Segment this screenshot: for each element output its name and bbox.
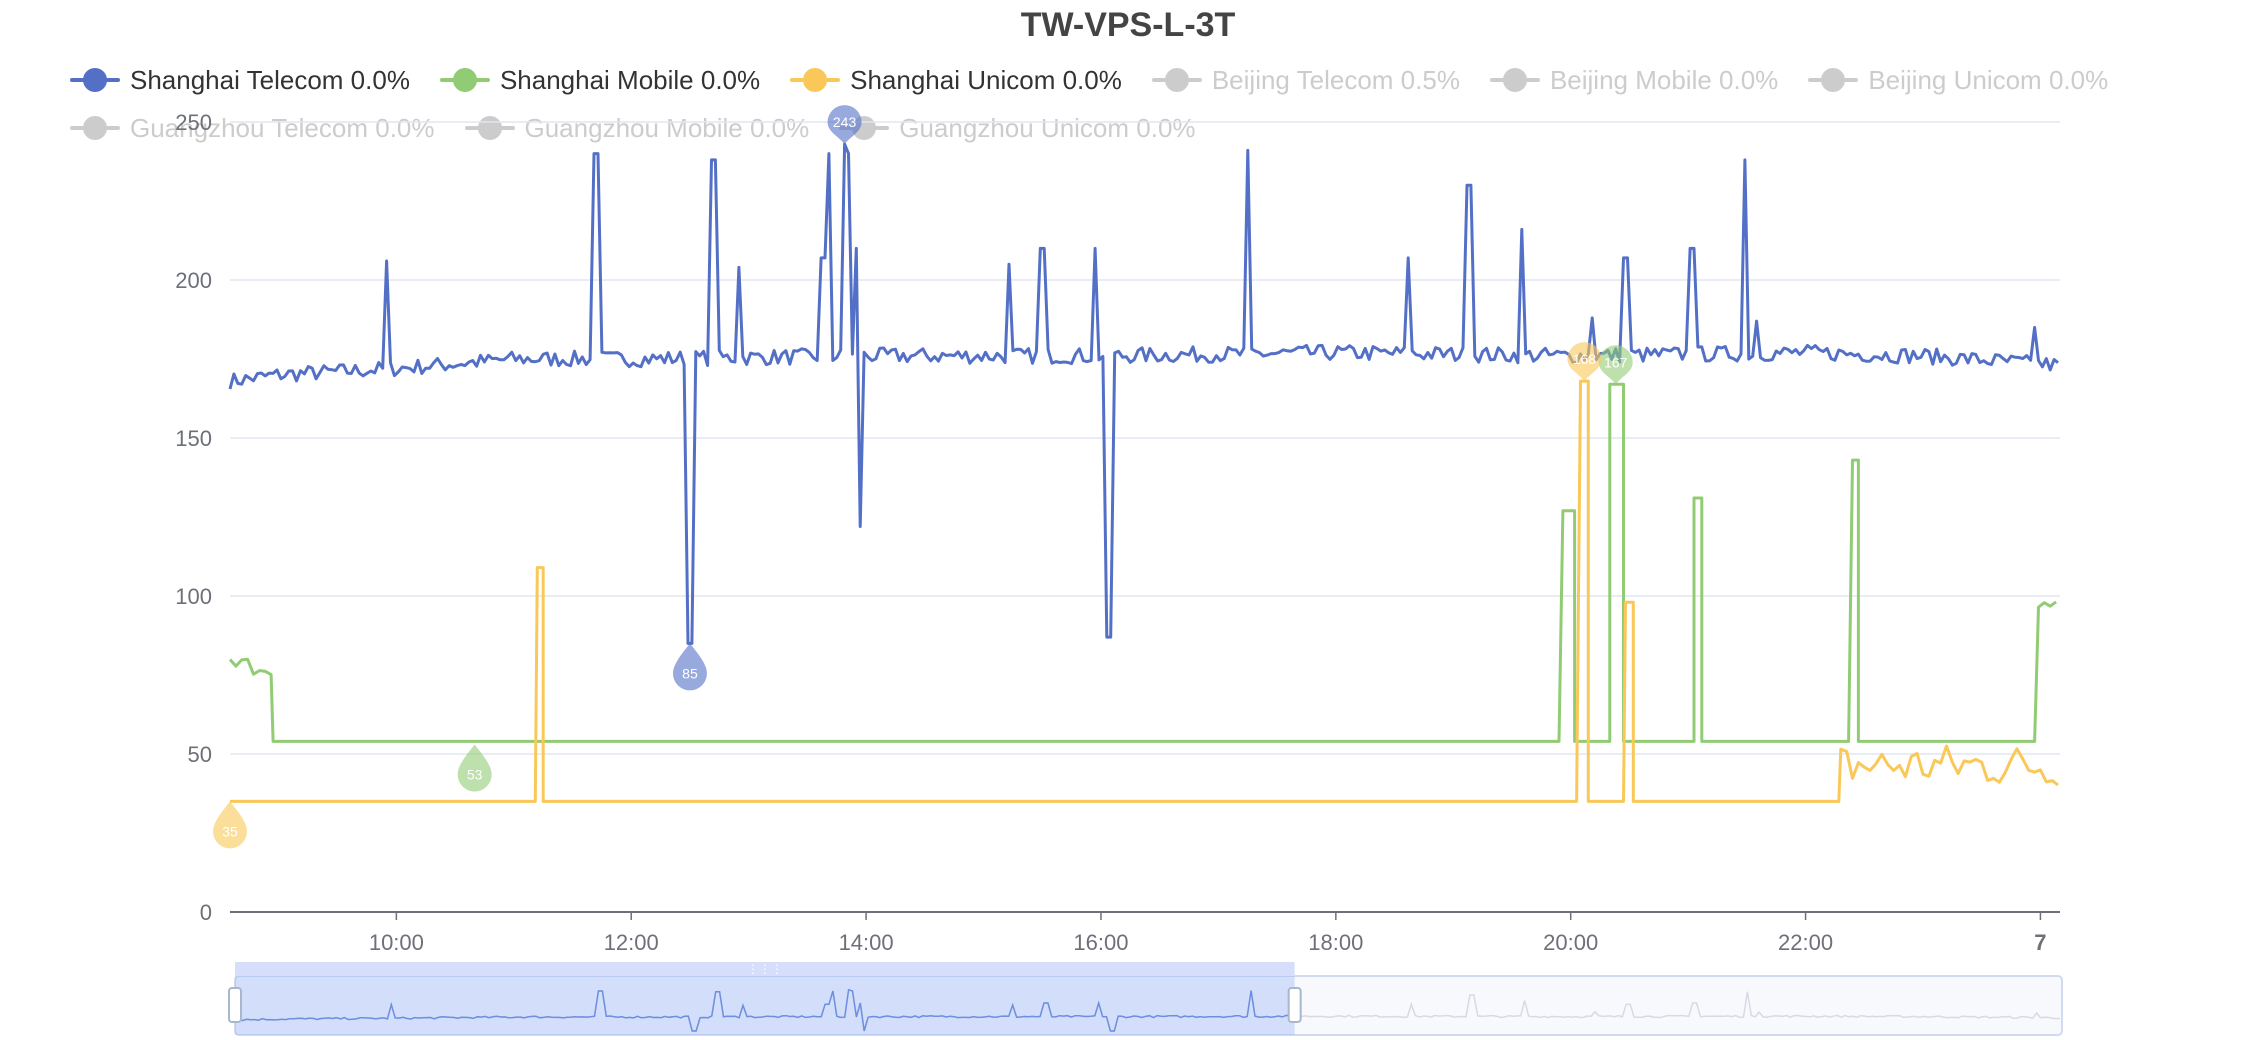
y-tick-label: 150 xyxy=(175,426,212,451)
series-line-2 xyxy=(230,379,2059,803)
data-marker-pin: 53 xyxy=(457,744,492,792)
data-marker-pin: 35 xyxy=(213,801,247,849)
legend-label: Beijing Mobile 0.0% xyxy=(1549,64,1779,95)
marker-pin-shape xyxy=(1598,345,1633,385)
legend-label: Beijing Telecom 0.5% xyxy=(1211,64,1460,95)
legend-item-shanghai-unicom[interactable]: Shanghai Unicom 0.0% xyxy=(790,65,1122,96)
series-line-0 xyxy=(228,142,2059,645)
data-marker-pin: 243 xyxy=(827,105,862,145)
marker-pin-shape xyxy=(213,801,247,849)
marker-pin-shape xyxy=(1567,342,1602,382)
legend-label: Shanghai Mobile 0.0% xyxy=(499,64,761,95)
legend-line-marker-icon xyxy=(1808,66,1859,94)
y-tick-label: 0 xyxy=(200,900,212,925)
legend-item-beijing-mobile[interactable]: Beijing Mobile 0.0% xyxy=(1489,64,1779,96)
marker-pin-shape xyxy=(672,643,707,691)
chart-title: TW-VPS-L-3T xyxy=(1020,6,1236,44)
x-tick-label: 10:00 xyxy=(369,930,424,955)
legend-label: Shanghai Unicom 0.0% xyxy=(850,64,1122,95)
y-tick-label: 200 xyxy=(175,268,212,293)
legend-line-marker-icon xyxy=(439,66,490,94)
x-tick-label: 18:00 xyxy=(1308,930,1363,955)
data-marker-pin: 168 xyxy=(1567,342,1602,382)
y-tick-label: 50 xyxy=(188,742,212,767)
legend-line-marker-icon xyxy=(1489,66,1540,94)
legend-line-marker-icon xyxy=(464,114,515,142)
legend-item-guangzhou-telecom[interactable]: Guangzhou Telecom 0.0% xyxy=(70,113,435,144)
data-zoom-selection xyxy=(235,976,1295,1035)
legend-item-beijing-telecom[interactable]: Beijing Telecom 0.5% xyxy=(1151,64,1460,96)
data-zoom-move-handle[interactable] xyxy=(235,962,1295,976)
legend: Shanghai Telecom 0.0% Shanghai Mobile 0.… xyxy=(70,56,2230,152)
legend-row-2: Guangzhou Telecom 0.0% Guangzhou Mobile … xyxy=(70,104,2230,152)
legend-item-shanghai-telecom[interactable]: Shanghai Telecom 0.0% xyxy=(70,65,410,96)
marker-label: 53 xyxy=(467,767,483,783)
x-tick-label: 16:00 xyxy=(1073,930,1128,955)
legend-item-guangzhou-unicom[interactable]: Guangzhou Unicom 0.0% xyxy=(839,112,1196,144)
legend-label: Guangzhou Telecom 0.0% xyxy=(130,112,435,143)
data-marker-pin: 85 xyxy=(672,643,707,691)
x-tick-label: 12:00 xyxy=(604,930,659,955)
y-tick-label: 250 xyxy=(175,110,212,135)
y-tick-label: 100 xyxy=(175,584,212,609)
marker-label: 35 xyxy=(222,823,238,839)
grip-icon: ⋮⋮⋮ xyxy=(747,962,783,976)
data-zoom-right-handle[interactable] xyxy=(1287,987,1302,1023)
legend-line-marker-icon xyxy=(790,66,841,94)
legend-line-marker-icon xyxy=(70,114,120,142)
marker-label: 85 xyxy=(682,665,698,681)
marker-label: 167 xyxy=(1604,354,1628,370)
marker-pin-shape xyxy=(827,105,862,145)
x-tick-label: 7 xyxy=(2034,930,2046,955)
legend-line-marker-icon xyxy=(70,66,120,94)
legend-line-marker-icon xyxy=(1151,66,1202,94)
legend-label: Shanghai Telecom 0.0% xyxy=(130,64,410,95)
marker-pin-shape xyxy=(457,744,492,792)
legend-item-guangzhou-mobile[interactable]: Guangzhou Mobile 0.0% xyxy=(464,112,810,144)
marker-label: 243 xyxy=(833,114,857,130)
data-zoom-left-handle[interactable] xyxy=(228,987,242,1023)
legend-item-beijing-unicom[interactable]: Beijing Unicom 0.0% xyxy=(1808,65,2108,96)
legend-label: Beijing Unicom 0.0% xyxy=(1868,64,2109,95)
legend-item-shanghai-mobile[interactable]: Shanghai Mobile 0.0% xyxy=(439,64,761,96)
marker-label: 168 xyxy=(1573,351,1597,367)
data-zoom-selected-preview xyxy=(234,988,1295,1032)
plot-area: 243 85 53 167 35 168 xyxy=(213,105,2059,849)
data-marker-pin: 167 xyxy=(1598,345,1633,385)
legend-label: Guangzhou Mobile 0.0% xyxy=(524,112,810,143)
x-tick-label: 14:00 xyxy=(839,930,894,955)
legend-label: Guangzhou Unicom 0.0% xyxy=(899,112,1196,143)
x-tick-label: 22:00 xyxy=(1778,930,1833,955)
legend-row-1: Shanghai Telecom 0.0% Shanghai Mobile 0.… xyxy=(70,56,2230,104)
x-tick-label: 20:00 xyxy=(1543,930,1598,955)
